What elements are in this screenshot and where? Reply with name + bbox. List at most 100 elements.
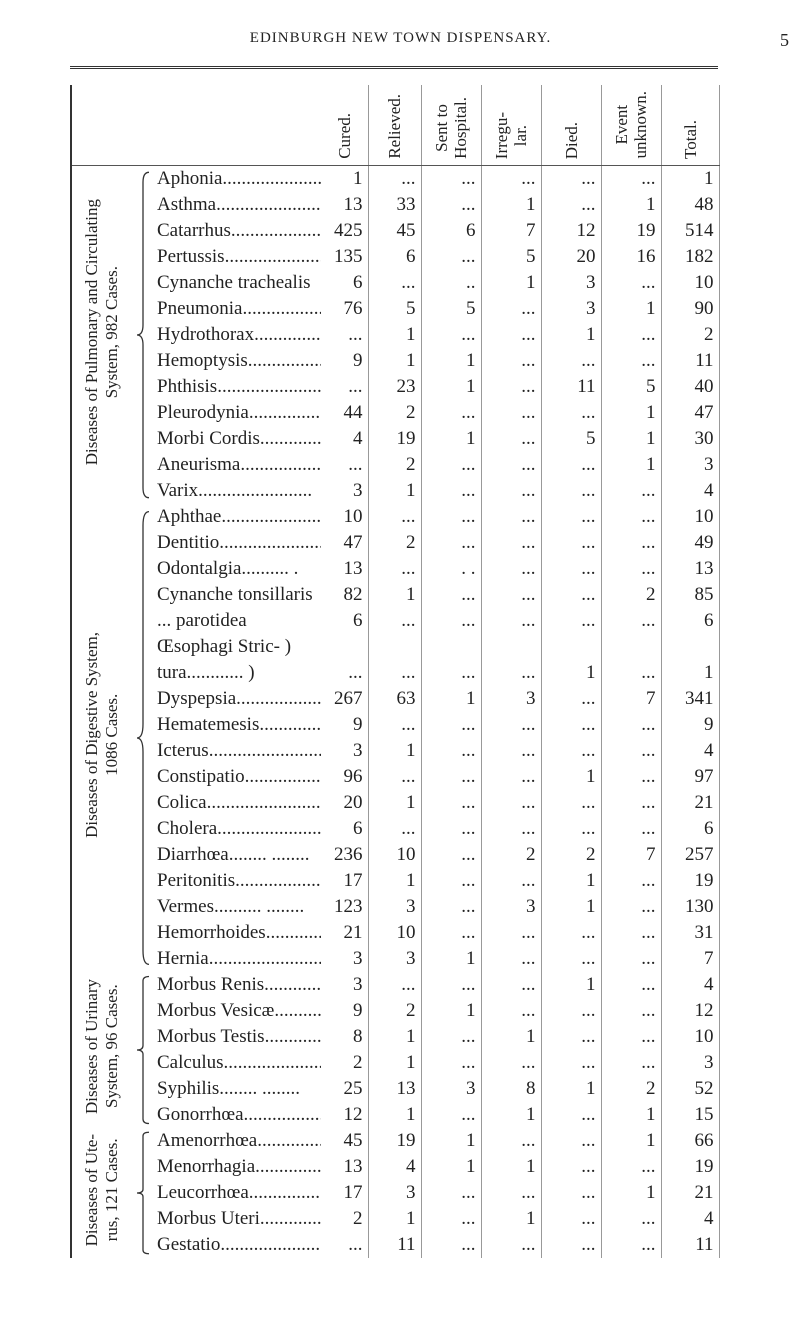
table-body: Diseases of Pulmonary and Circulating Sys…: [71, 165, 720, 1258]
cell: ...: [481, 608, 542, 634]
cell: ...: [481, 790, 542, 816]
cell: 12: [661, 998, 720, 1024]
row-name: Peritonitis........................: [151, 868, 321, 894]
cell: 1: [481, 1154, 542, 1180]
table-row: Pleurodynia........................442..…: [71, 400, 720, 426]
table-row: Diseases of Ute-rus, 121 Cases. Amenorrhœ…: [71, 1128, 720, 1154]
cell: ...: [481, 348, 542, 374]
row-name-line: Leucorrhœa........................: [157, 1182, 321, 1203]
cell: 1: [541, 764, 602, 790]
table-row: Cynanche tonsillaris 82 1......... 2 85: [71, 582, 720, 608]
cell: 44: [321, 400, 369, 426]
cell: 6: [321, 270, 369, 296]
row-name: Morbus Renis........................: [151, 972, 321, 998]
cell: ...: [421, 608, 482, 634]
cell: ...: [321, 634, 369, 686]
cell: ...: [421, 738, 482, 764]
cell: ...: [421, 894, 482, 920]
cell: ...: [541, 608, 602, 634]
cell: 19: [368, 426, 422, 452]
table-row: Diseases of Pulmonary and Circulating Sys…: [71, 165, 720, 193]
row-name: Pertussis........................: [151, 244, 321, 270]
cell: ...: [541, 1102, 602, 1128]
cell: ...: [541, 1180, 602, 1206]
cell: 1: [368, 1024, 422, 1050]
row-name: Calculus........................: [151, 1050, 321, 1076]
row-name: Aphthae........................: [151, 504, 321, 530]
cell: 19: [601, 218, 662, 244]
cell: 4: [661, 1206, 720, 1232]
cell: ...: [541, 478, 602, 504]
cell: ...: [421, 764, 482, 790]
cell: ...: [601, 738, 662, 764]
brace: [131, 1131, 151, 1255]
cell: ...: [541, 1050, 602, 1076]
row-name-line: ... parotidea: [157, 610, 247, 631]
column-header-text: Relieved.: [385, 88, 404, 159]
cell: ...: [601, 764, 662, 790]
cell: 3: [541, 270, 602, 296]
row-name-line: Pertussis........................: [157, 246, 322, 267]
cell: ...: [541, 582, 602, 608]
table-row: Varix........................ 3 1.........…: [71, 478, 720, 504]
cell: ...: [601, 1154, 662, 1180]
cell: ...: [541, 920, 602, 946]
brace-path: [137, 1132, 149, 1254]
cell: ...: [421, 1232, 482, 1258]
cell: ...: [541, 790, 602, 816]
table-row: Cholera........................ 6........…: [71, 816, 720, 842]
cell: ...: [368, 270, 422, 296]
cell: 1: [601, 192, 662, 218]
cell: 1: [601, 1128, 662, 1154]
cell: 1: [421, 1128, 482, 1154]
table-row: Cynanche trachealis 6..... 1 3... 10: [71, 270, 720, 296]
cell: ...: [368, 764, 422, 790]
table-row: Dyspepsia........................2676313…: [71, 686, 720, 712]
group-label-line: Diseases of Ute-: [81, 1133, 101, 1247]
cell: 1: [541, 322, 602, 348]
cell: ...: [601, 868, 662, 894]
header-line: lar.: [511, 124, 531, 147]
cell: 5: [421, 296, 482, 322]
table-row: Colica........................ 20 1.......…: [71, 790, 720, 816]
cell: 6: [661, 816, 720, 842]
row-name: Amenorrhœa........................: [151, 1128, 321, 1154]
table-row: Phthisis........................... 23 1..…: [71, 374, 720, 400]
cell: 2: [481, 842, 542, 868]
cell: 135: [321, 244, 369, 270]
cell: 20: [321, 790, 369, 816]
column-header-text: Sent to Hospital.: [432, 91, 470, 159]
cell: ...: [541, 998, 602, 1024]
cell: ...: [541, 452, 602, 478]
cell: ...: [541, 348, 602, 374]
cell: 1: [421, 998, 482, 1024]
header-blank: [71, 85, 322, 166]
cell: 1: [368, 1206, 422, 1232]
table-row: Odontalgia.......... . 13.... .......... 1…: [71, 556, 720, 582]
cell: 85: [661, 582, 720, 608]
cell: ...: [541, 504, 602, 530]
cell: 267: [321, 686, 369, 712]
cell: ...: [421, 1050, 482, 1076]
table-row: Hernia........................ 3 3 1.......…: [71, 946, 720, 972]
cell: 1: [541, 634, 602, 686]
cell: ...: [481, 738, 542, 764]
cell: 1: [661, 165, 720, 192]
cell: 76: [321, 296, 369, 322]
table-row: Pneumonia........................7655...…: [71, 296, 720, 322]
cell: ...: [421, 1102, 482, 1128]
cell: 3: [481, 686, 542, 712]
cell: ...: [421, 244, 482, 270]
cell: ...: [421, 582, 482, 608]
cell: 1: [601, 452, 662, 478]
cell: ...: [481, 868, 542, 894]
row-name-line: Hemorrhoides........................: [157, 922, 321, 943]
column-header: Event unknown.: [601, 85, 662, 166]
cell: . .: [421, 556, 482, 582]
cell: 49: [661, 530, 720, 556]
cell: 17: [321, 1180, 369, 1206]
cell: 10: [368, 920, 422, 946]
cell: ...: [481, 920, 542, 946]
cell: ...: [421, 165, 482, 192]
